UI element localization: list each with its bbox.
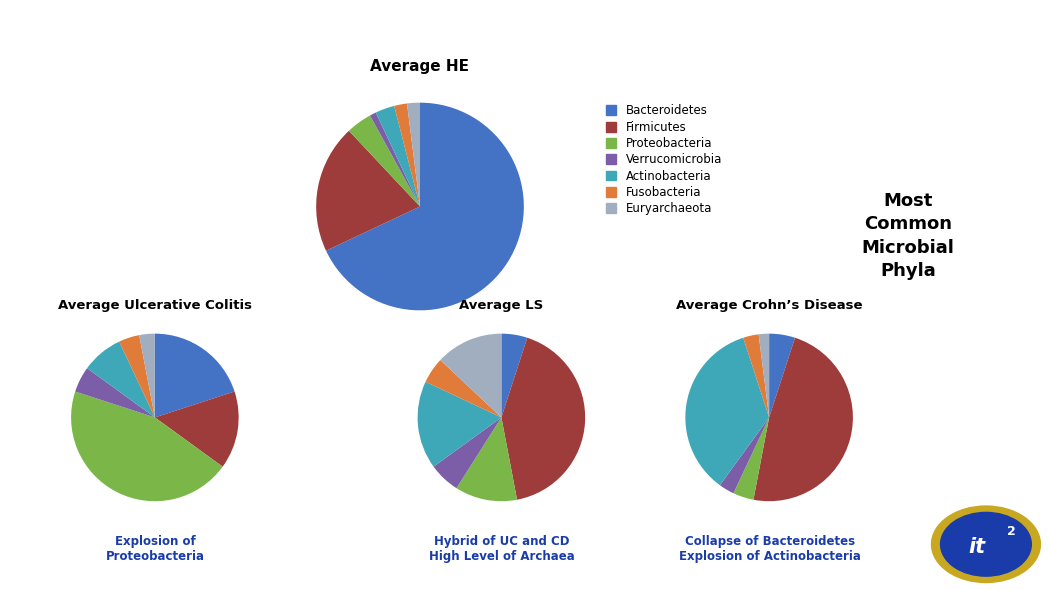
Wedge shape bbox=[394, 103, 420, 206]
Wedge shape bbox=[743, 335, 769, 418]
Wedge shape bbox=[155, 392, 238, 467]
Wedge shape bbox=[140, 334, 155, 418]
Circle shape bbox=[931, 506, 1041, 582]
Wedge shape bbox=[327, 103, 524, 310]
Text: Between Healthy and Two Forms of IBD: Between Healthy and Two Forms of IBD bbox=[278, 54, 772, 74]
Text: it: it bbox=[968, 537, 986, 556]
Wedge shape bbox=[720, 418, 769, 493]
Wedge shape bbox=[686, 337, 769, 485]
Wedge shape bbox=[376, 106, 420, 206]
Wedge shape bbox=[758, 334, 770, 418]
Wedge shape bbox=[425, 360, 502, 418]
Text: We Found Major State Shifts in Microbial Ecology Phyla: We Found Major State Shifts in Microbial… bbox=[177, 18, 873, 38]
Wedge shape bbox=[457, 418, 517, 501]
Wedge shape bbox=[754, 337, 853, 501]
Text: Explosion of
Proteobacteria: Explosion of Proteobacteria bbox=[106, 536, 205, 563]
Wedge shape bbox=[734, 418, 769, 500]
Wedge shape bbox=[316, 131, 420, 251]
Wedge shape bbox=[434, 418, 502, 488]
Wedge shape bbox=[76, 368, 155, 418]
Wedge shape bbox=[501, 334, 527, 418]
Circle shape bbox=[941, 512, 1031, 576]
Wedge shape bbox=[71, 392, 223, 501]
Wedge shape bbox=[349, 116, 420, 206]
Text: Collapse of Bacteroidetes
Explosion of Actinobacteria: Collapse of Bacteroidetes Explosion of A… bbox=[678, 536, 861, 563]
Text: Most
Common
Microbial
Phyla: Most Common Microbial Phyla bbox=[862, 192, 954, 280]
Wedge shape bbox=[440, 334, 502, 418]
Wedge shape bbox=[370, 113, 420, 206]
Text: 2: 2 bbox=[1007, 525, 1015, 538]
Title: Average Crohn’s Disease: Average Crohn’s Disease bbox=[676, 299, 862, 312]
Wedge shape bbox=[769, 334, 795, 418]
Wedge shape bbox=[407, 103, 420, 206]
Text: Hybrid of UC and CD
High Level of Archaea: Hybrid of UC and CD High Level of Archae… bbox=[429, 536, 574, 563]
Title: Average HE: Average HE bbox=[371, 59, 469, 74]
Wedge shape bbox=[87, 342, 155, 418]
Legend: Bacteroidetes, Firmicutes, Proteobacteria, Verrucomicrobia, Actinobacteria, Fuso: Bacteroidetes, Firmicutes, Proteobacteri… bbox=[605, 103, 723, 217]
Wedge shape bbox=[120, 335, 155, 418]
Wedge shape bbox=[502, 337, 585, 500]
Title: Average Ulcerative Colitis: Average Ulcerative Colitis bbox=[58, 299, 252, 312]
Title: Average LS: Average LS bbox=[459, 299, 544, 312]
Wedge shape bbox=[418, 382, 502, 467]
Wedge shape bbox=[154, 334, 234, 418]
